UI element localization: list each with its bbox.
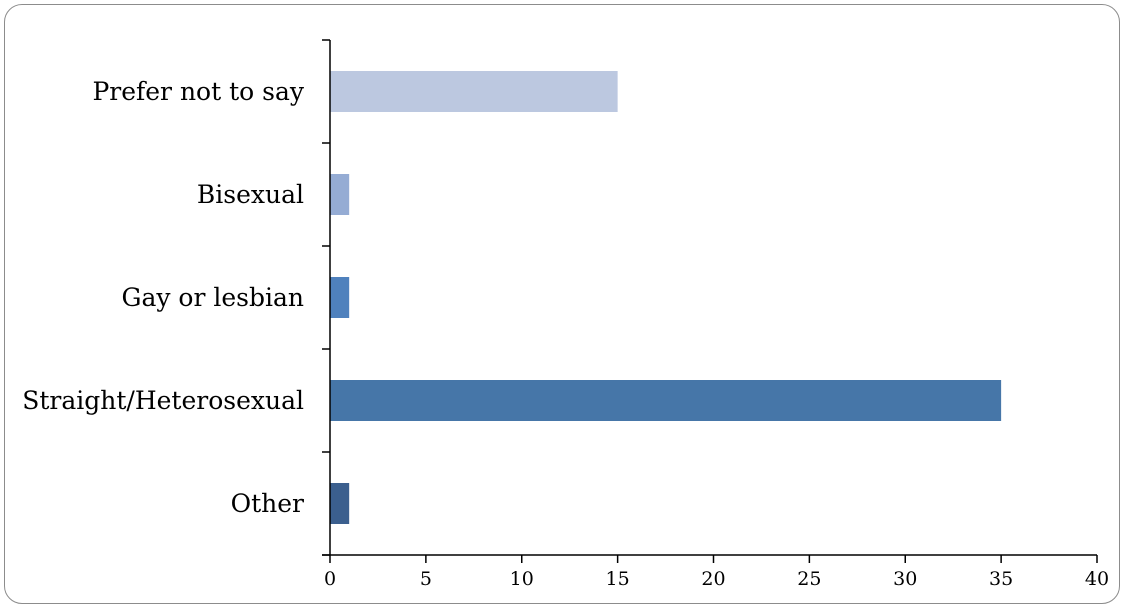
bar-gay-or-lesbian xyxy=(330,277,350,318)
bar-bisexual xyxy=(330,174,350,215)
bar-straight-heterosexual xyxy=(330,380,1002,421)
x-tick-label: 10 xyxy=(510,568,534,590)
ticks-layer xyxy=(322,39,1098,563)
bar-prefer-not-to-say xyxy=(330,71,618,112)
x-tick-label: 40 xyxy=(1085,568,1109,590)
category-label-straight-heterosexual: Straight/Heterosexual xyxy=(22,386,304,415)
x-tick-label: 20 xyxy=(701,568,725,590)
category-label-prefer-not-to-say: Prefer not to say xyxy=(92,77,304,106)
category-label-gay-or-lesbian: Gay or lesbian xyxy=(121,283,304,312)
x-tick-label: 25 xyxy=(797,568,821,590)
labels-layer: Prefer not to say Bisexual Gay or lesbian S… xyxy=(22,77,1109,590)
x-tick-label: 15 xyxy=(606,568,630,590)
axes-layer xyxy=(322,40,1097,556)
category-label-bisexual: Bisexual xyxy=(197,180,304,209)
x-tick-label: 30 xyxy=(893,568,917,590)
bar-other xyxy=(330,483,350,524)
x-tick-label: 35 xyxy=(989,568,1013,590)
bars-layer xyxy=(330,71,1002,524)
x-tick-label: 0 xyxy=(324,568,336,590)
x-tick-label: 5 xyxy=(420,568,432,590)
category-label-other: Other xyxy=(231,489,304,518)
